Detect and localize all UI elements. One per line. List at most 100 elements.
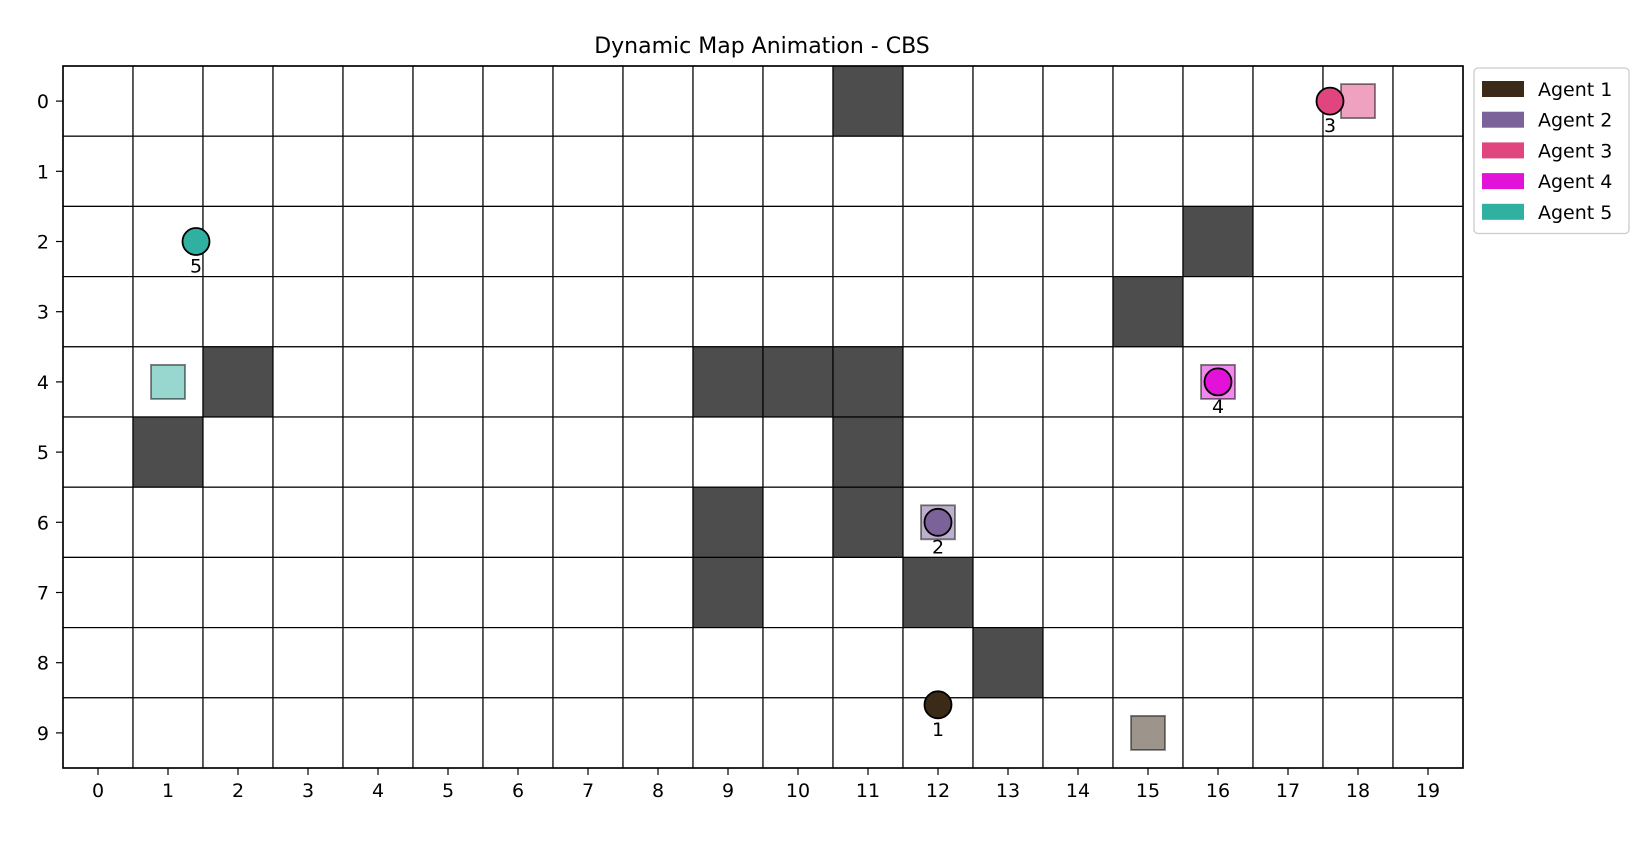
grid-cell (202, 276, 274, 348)
grid-cell (272, 346, 344, 418)
obstacle-cell (132, 416, 204, 488)
obstacle-cell (832, 346, 904, 418)
grid-cell (342, 205, 414, 278)
grid-cell (62, 697, 134, 769)
grid-cell (272, 205, 344, 278)
grid-cell (62, 486, 134, 559)
x-tick-label: 19 (1416, 780, 1440, 802)
grid-cell (622, 135, 694, 207)
agent-id-label: 4 (1212, 396, 1224, 418)
grid-cell (622, 65, 694, 137)
grid-cell (272, 697, 344, 769)
grid-cells (62, 65, 1464, 769)
grid-cell (1112, 346, 1184, 418)
y-tick-label: 6 (37, 512, 49, 534)
grid-cell (832, 135, 904, 207)
grid-cell (482, 346, 554, 418)
x-tick-label: 0 (92, 780, 104, 802)
grid-cell (762, 205, 834, 278)
grid-cell (1182, 556, 1254, 629)
agent-id-label: 2 (932, 536, 944, 558)
grid-cell (622, 416, 694, 488)
grid-cell (482, 205, 554, 278)
grid-cell (972, 346, 1044, 418)
grid-cell (552, 135, 624, 207)
x-tick-label: 2 (232, 780, 244, 802)
grid-cell (1252, 346, 1324, 418)
grid-cell (62, 65, 134, 137)
grid-cell (1112, 626, 1184, 699)
grid-cell (762, 697, 834, 769)
y-tick-label: 2 (37, 232, 49, 254)
grid-cell (412, 556, 484, 629)
obstacle-cell (202, 346, 274, 418)
grid-cell (1252, 416, 1324, 488)
grid-cell (622, 205, 694, 278)
grid-cell (1112, 205, 1184, 278)
grid-cell (412, 346, 484, 418)
grid-cell (1112, 65, 1184, 137)
grid-cell (832, 276, 904, 348)
grid-cell (272, 486, 344, 559)
grid-cell (202, 486, 274, 559)
grid-cell (692, 626, 764, 699)
goal-marker-agent-3 (1340, 83, 1376, 119)
agent-marker-5 (181, 227, 211, 256)
grid-cell (1112, 486, 1184, 559)
grid-cell (552, 556, 624, 629)
grid-cell (622, 276, 694, 348)
x-tick-label: 7 (582, 780, 594, 802)
grid-cell (972, 276, 1044, 348)
grid-cell (342, 65, 414, 137)
legend-label: Agent 1 (1538, 79, 1612, 101)
grid-cell (1042, 697, 1114, 769)
grid-cell (762, 556, 834, 629)
obstacle-cell (832, 65, 904, 137)
grid-cell (1042, 346, 1114, 418)
obstacle-cell (762, 346, 834, 418)
grid-cell (832, 626, 904, 699)
grid-cell (62, 135, 134, 207)
agent-id-label: 1 (932, 719, 944, 741)
grid-cell (902, 626, 974, 699)
grid-cell (412, 626, 484, 699)
grid-cell (412, 276, 484, 348)
grid-cell (622, 486, 694, 559)
grid-cell (972, 416, 1044, 488)
obstacle-cell (902, 556, 974, 629)
grid-cell (1252, 205, 1324, 278)
grid-cell (1112, 135, 1184, 207)
agent-marker-1 (923, 690, 953, 720)
grid-cell (272, 626, 344, 699)
grid-cell (552, 486, 624, 559)
y-tick-label: 3 (37, 302, 49, 324)
x-tick-label: 1 (162, 780, 174, 802)
grid-cell (412, 205, 484, 278)
grid-cell (1252, 135, 1324, 207)
x-tick-label: 12 (926, 780, 950, 802)
grid-cell (902, 135, 974, 207)
grid-cell (972, 135, 1044, 207)
grid-cell (342, 626, 414, 699)
grid-cell (342, 346, 414, 418)
grid-cell (62, 205, 134, 278)
x-tick-label: 6 (512, 780, 524, 802)
grid-cell (202, 416, 274, 488)
grid-cell (1042, 135, 1114, 207)
grid-cell (552, 65, 624, 137)
y-tick-label: 0 (37, 91, 49, 113)
grid-cell (272, 135, 344, 207)
grid-cell (482, 697, 554, 769)
grid-cell (1392, 697, 1464, 769)
y-tick-label: 4 (37, 372, 49, 394)
grid-cell (902, 276, 974, 348)
grid-cell (1252, 697, 1324, 769)
grid-cell (1252, 65, 1324, 137)
grid-cell (342, 416, 414, 488)
grid-cell (1392, 556, 1464, 629)
grid-cell (902, 416, 974, 488)
grid-cell (342, 556, 414, 629)
x-tick-label: 10 (786, 780, 810, 802)
